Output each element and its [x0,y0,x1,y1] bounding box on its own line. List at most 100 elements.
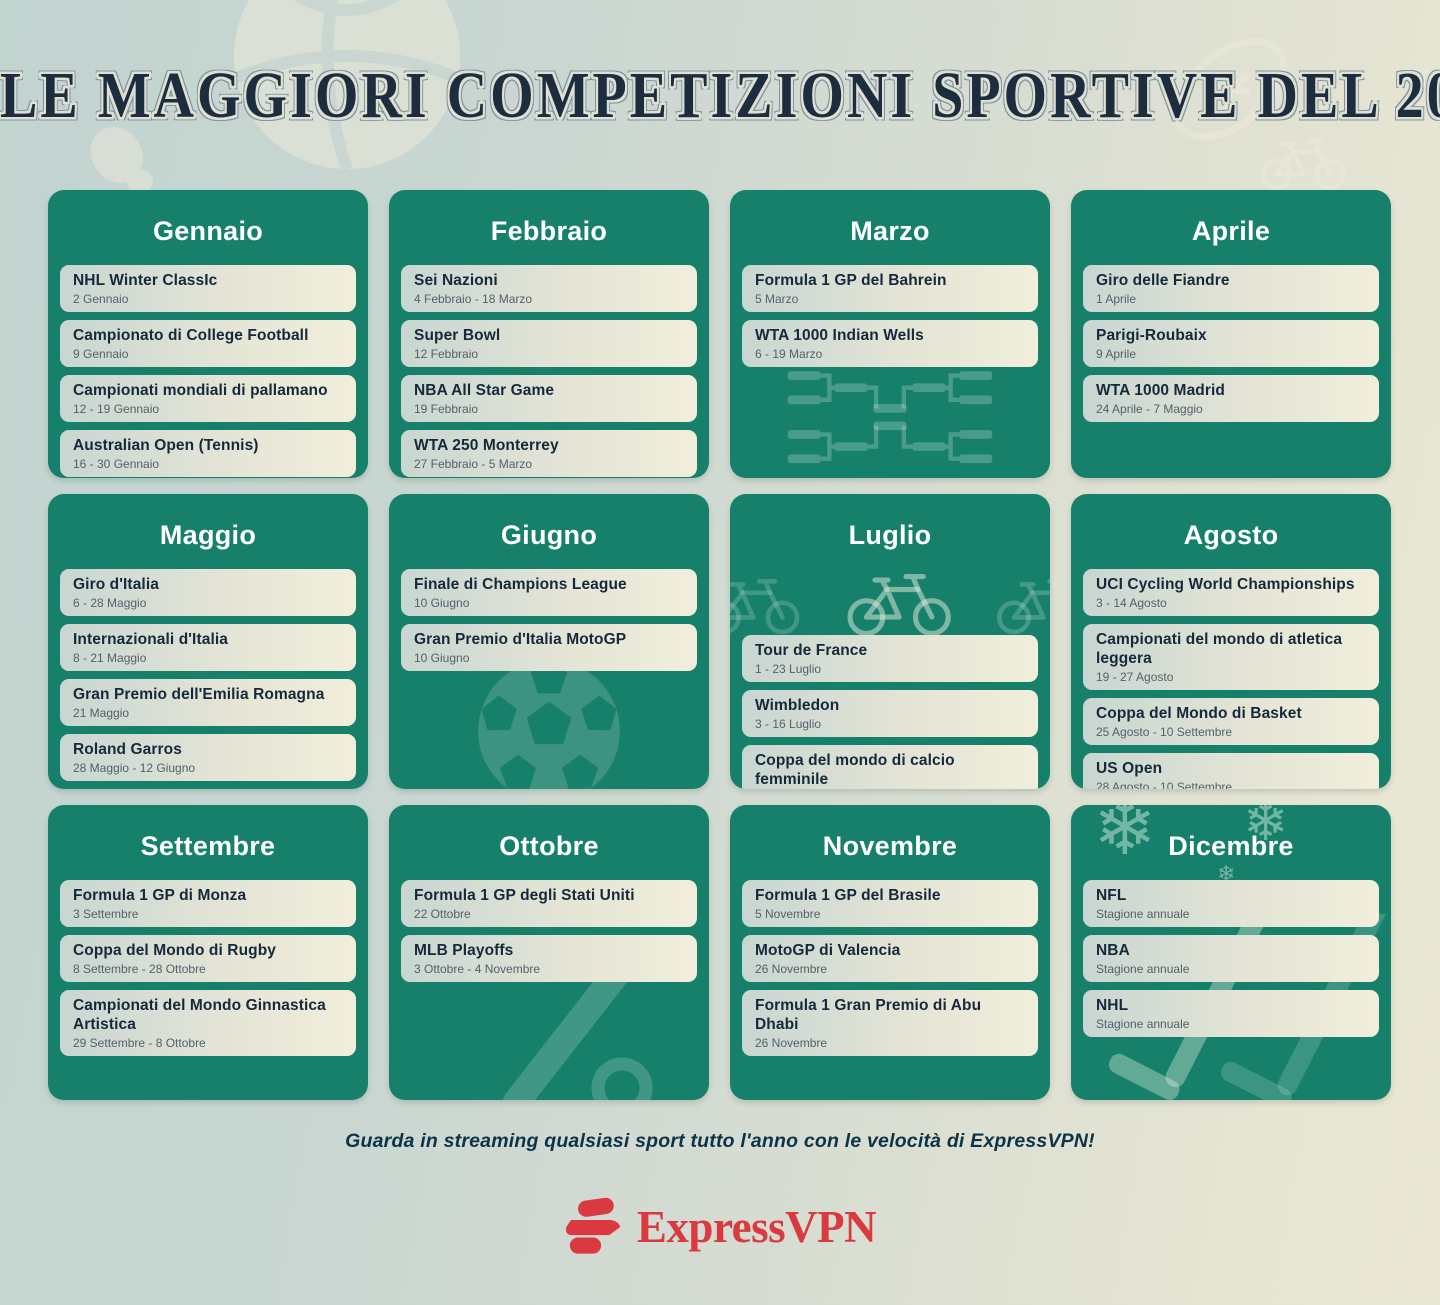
event-row: Campionato di College Football 9 Gennaio [60,320,356,367]
event-date: 3 - 14 Agosto [1096,596,1167,610]
event-name: WTA 250 Monterrey [414,437,559,454]
event-date: 8 Settembre - 28 Ottobre [73,962,206,976]
event-row: Parigi-Roubaix 9 Aprile [1083,320,1379,367]
bicycles-icon [742,569,1038,627]
event-date: 6 - 28 Maggio [73,596,147,610]
event-date: 26 Novembre [755,962,828,976]
event-name: WTA 1000 Indian Wells [755,327,924,344]
month-title: Ottobre [499,831,599,861]
event-date: 2 Gennaio [73,292,129,306]
month-title: Maggio [159,520,257,550]
event-date: 28 Maggio - 12 Giugno [73,761,196,775]
event-name: NFL [1096,887,1127,904]
event-name: US Open [1096,760,1163,777]
event-row: Australian Open (Tennis) 16 - 30 Gennaio [60,430,356,477]
event-date: 3 Ottobre - 4 Novembre [414,962,541,976]
months-grid: Gennaio NHL Winter ClassIc 2 Gennaio Cam… [48,190,1392,1100]
month-title: Dicembre [1168,831,1294,861]
event-row: Formula 1 Gran Premio di Abu Dhabi 26 No… [742,990,1038,1056]
event-date: 29 Settembre - 8 Ottobre [73,1036,206,1050]
event-row: Campionati del mondo di atletica leggera… [1083,624,1379,690]
event-name: Roland Garros [73,741,182,758]
event-name: Formula 1 Gran Premio di Abu Dhabi [755,997,982,1033]
month-card-gennaio: Gennaio NHL Winter ClassIc 2 Gennaio Cam… [48,190,368,478]
event-name: Parigi-Roubaix [1096,327,1207,344]
event-date: 12 Febbraio [414,347,479,361]
event-name: NHL [1096,997,1129,1014]
event-date: 4 Febbraio - 18 Marzo [414,292,533,306]
event-name: Coppa del mondo di calcio femminile [755,752,955,788]
event-name: Wimbledon [755,697,840,714]
event-name: Campionati del Mondo Ginnastica Artistic… [73,997,326,1033]
event-date: 19 Febbraio [414,402,479,416]
event-date: Stagione annuale [1096,962,1190,976]
event-date: 3 Settembre [73,907,139,921]
soccer-ball-icon [478,660,620,789]
event-name: Coppa del Mondo di Basket [1096,705,1302,722]
expressvpn-logo-icon [565,1197,621,1254]
event-row: Roland Garros 28 Maggio - 12 Giugno [60,734,356,781]
event-name: NBA [1096,942,1130,959]
month-card-aprile: Aprile Giro delle Fiandre 1 Aprile Parig… [1071,190,1391,478]
event-row: Campionati del Mondo Ginnastica Artistic… [60,990,356,1056]
event-date: 19 - 27 Agosto [1096,670,1174,684]
page-title: LE MAGGIORI COMPETIZIONI SPORTIVE DEL 20… [0,59,1440,133]
event-row: NBA Stagione annuale [1083,935,1379,982]
event-row: MotoGP di Valencia 26 Novembre [742,935,1038,982]
tournament-bracket-icon [787,371,993,464]
event-row: NFL Stagione annuale [1083,880,1379,927]
event-date: Stagione annuale [1096,907,1190,921]
event-row: Finale di Champions League 10 Giugno [401,569,697,616]
event-row: Coppa del mondo di calcio femminile 20 L… [742,745,1038,789]
baseball-bat-ball-icon [502,968,653,1100]
event-date: 24 Aprile - 7 Maggio [1096,402,1203,416]
event-row: NBA All Star Game 19 Febbraio [401,375,697,422]
event-date: 9 Aprile [1096,347,1137,361]
event-name: Tour de France [755,642,868,659]
event-date: 26 Novembre [755,1036,828,1050]
month-title: Agosto [1183,520,1279,550]
event-name: Sei Nazioni [414,272,498,289]
event-row: NHL Stagione annuale [1083,990,1379,1037]
event-name: MotoGP di Valencia [755,942,901,959]
event-name: Australian Open (Tennis) [73,437,259,454]
event-date: 16 - 30 Gennaio [73,457,160,471]
month-card-maggio: Maggio Giro d'Italia 6 - 28 Maggio Inter… [48,494,368,789]
footer-tagline: Guarda in streaming qualsiasi sport tutt… [345,1130,1095,1152]
event-row: US Open 28 Agosto - 10 Settembre [1083,753,1379,789]
event-date: 22 Ottobre [414,907,471,921]
month-card-luglio: Luglio Tour de France 1 - 23 Luglio Wimb… [730,494,1050,789]
month-card-marzo: Marzo Formula 1 GP del Bahrein 5 Marzo W… [730,190,1050,478]
event-name: Giro delle Fiandre [1096,272,1230,289]
event-name: Formula 1 GP del Brasile [755,887,941,904]
month-card-febbraio: Febbraio Sei Nazioni 4 Febbraio - 18 Mar… [389,190,709,478]
month-card-ottobre: Ottobre Formula 1 GP degli Stati Uniti 2… [389,805,709,1100]
event-name: Gran Premio dell'Emilia Romagna [73,686,325,703]
event-name: Campionati mondiali di pallamano [73,382,328,399]
event-row: UCI Cycling World Championships 3 - 14 A… [1083,569,1379,616]
event-row: Wimbledon 3 - 16 Luglio [742,690,1038,737]
event-row: NHL Winter ClassIc 2 Gennaio [60,265,356,312]
event-name: Gran Premio d'Italia MotoGP [414,631,627,648]
event-row: Super Bowl 12 Febbraio [401,320,697,367]
month-card-agosto: Agosto UCI Cycling World Championships 3… [1071,494,1391,789]
event-row: Formula 1 GP del Brasile 5 Novembre [742,880,1038,927]
month-card-novembre: Novembre Formula 1 GP del Brasile 5 Nove… [730,805,1050,1100]
month-card-dicembre: ❄ ❄ ❄ Dicembre NFL Stagione annuale NBA … [1071,805,1391,1100]
expressvpn-wordmark: ExpressVPN [636,1202,877,1252]
event-name: Giro d'Italia [73,576,159,593]
event-row: Coppa del Mondo di Basket 25 Agosto - 10… [1083,698,1379,745]
event-row: Formula 1 GP del Bahrein 5 Marzo [742,265,1038,312]
month-title: Marzo [850,216,930,246]
event-date: 8 - 21 Maggio [73,651,147,665]
month-title: Aprile [1191,216,1271,246]
event-row: Gran Premio dell'Emilia Romagna 21 Maggi… [60,679,356,726]
event-name: Campionati del mondo di atletica leggera [1096,631,1343,667]
event-date: 5 Marzo [755,292,799,306]
event-name: Internazionali d'Italia [73,631,228,648]
event-row: Coppa del Mondo di Rugby 8 Settembre - 2… [60,935,356,982]
event-name: NHL Winter ClassIc [73,272,218,289]
event-name: Formula 1 GP del Bahrein [755,272,947,289]
event-date: 10 Giugno [414,596,470,610]
event-date: 5 Novembre [755,907,821,921]
